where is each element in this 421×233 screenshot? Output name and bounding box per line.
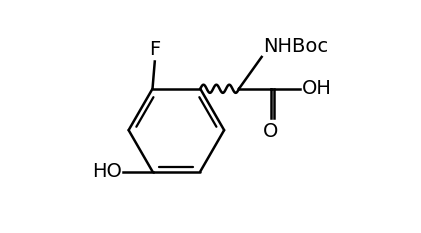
Text: O: O bbox=[263, 122, 278, 141]
Text: HO: HO bbox=[92, 162, 122, 181]
Text: F: F bbox=[149, 40, 160, 59]
Text: OH: OH bbox=[301, 79, 331, 98]
Text: NHBoc: NHBoc bbox=[263, 37, 328, 56]
